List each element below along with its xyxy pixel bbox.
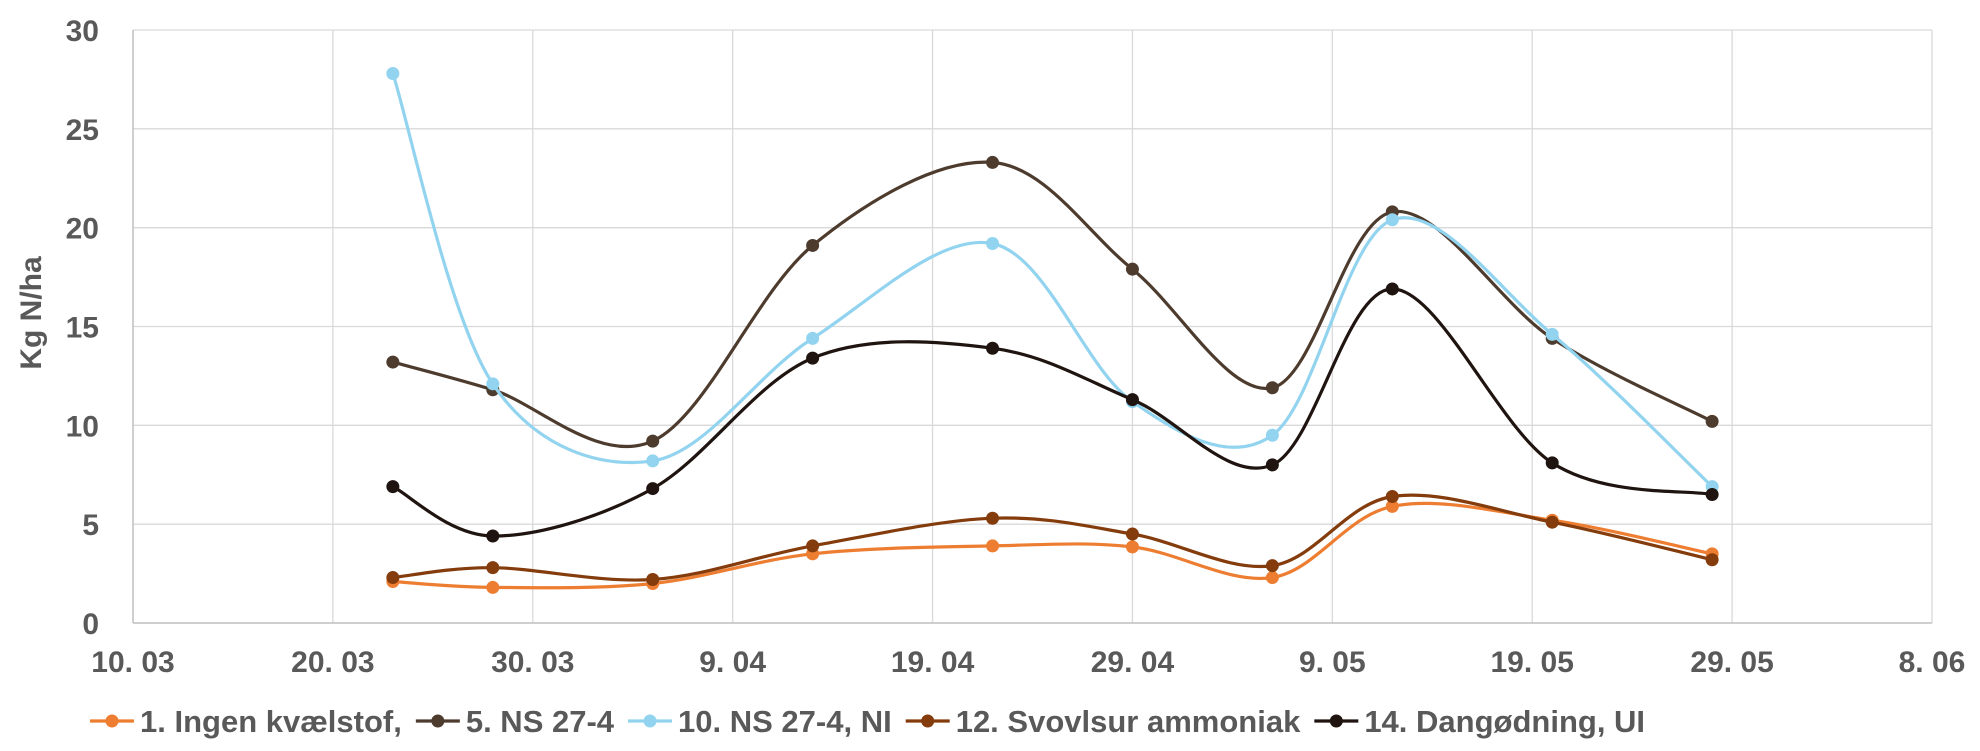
legend-item: 10. NS 27-4, NI: [628, 704, 892, 739]
data-point: [986, 236, 1000, 250]
legend-swatch-marker: [643, 714, 657, 728]
data-point: [486, 561, 500, 575]
data-point: [1265, 381, 1279, 395]
legend-swatch-marker: [1329, 714, 1343, 728]
x-tick-label: 19. 05: [1491, 646, 1574, 679]
legend-item: 1. Ingen kvælstof,: [90, 704, 402, 739]
data-point: [806, 351, 820, 365]
data-point: [1125, 540, 1139, 554]
data-point: [486, 529, 500, 543]
data-point: [1385, 489, 1399, 503]
y-tick-label: 10: [66, 410, 99, 443]
y-tick-label: 5: [82, 509, 99, 542]
x-tick-label: 10. 03: [91, 646, 174, 679]
data-point: [986, 539, 1000, 553]
x-tick-label: 9. 04: [699, 646, 766, 679]
y-tick-label: 25: [66, 114, 99, 147]
legend-label: 14. Dangødning, UI: [1364, 704, 1645, 739]
data-point: [806, 539, 820, 553]
y-tick-label: 30: [66, 15, 99, 48]
x-tick-label: 8. 06: [1899, 646, 1966, 679]
series-4: [386, 489, 1719, 587]
legend-item: 14. Dangødning, UI: [1314, 704, 1645, 739]
data-point: [386, 355, 400, 369]
x-tick-label: 29. 04: [1091, 646, 1175, 679]
x-tick-label: 9. 05: [1299, 646, 1366, 679]
data-point: [1385, 282, 1399, 296]
data-point: [1705, 414, 1719, 428]
data-point: [1265, 559, 1279, 573]
data-point: [806, 238, 820, 252]
legend-label: 5. NS 27-4: [466, 704, 615, 739]
y-axis-label: Kg N/ha: [15, 256, 48, 370]
data-point: [1385, 213, 1399, 227]
legend: 1. Ingen kvælstof, 5. NS 27-4 10. NS 27-4,…: [90, 704, 1645, 739]
legend-label: 1. Ingen kvælstof,: [140, 704, 402, 739]
legend-label: 12. Svovlsur ammoniak: [956, 704, 1301, 739]
grid-lines: [133, 29, 1933, 623]
data-point: [386, 66, 400, 80]
x-tick-label: 20. 03: [291, 646, 374, 679]
data-point: [646, 434, 660, 448]
data-point: [1125, 393, 1139, 407]
series-line: [392, 287, 1713, 538]
y-tick-labels: 0 5 10 15 20 25 30: [66, 15, 99, 641]
series-3: [386, 66, 1719, 494]
series-line: [392, 501, 1713, 590]
series-line: [392, 493, 1713, 582]
data-point: [1545, 515, 1559, 529]
y-tick-label: 15: [66, 312, 99, 345]
data-point: [1265, 428, 1279, 442]
x-tick-label: 29. 05: [1690, 646, 1773, 679]
data-point: [1265, 458, 1279, 472]
data-point: [646, 482, 660, 496]
data-point: [1265, 571, 1279, 585]
series-lines: [386, 66, 1719, 594]
data-point: [486, 377, 500, 391]
data-point: [386, 571, 400, 585]
data-point: [1545, 456, 1559, 470]
data-point: [646, 573, 660, 587]
y-tick-label: 0: [82, 608, 99, 641]
x-tick-label: 19. 04: [891, 646, 975, 679]
x-tick-labels: 10. 03 20. 03 30. 03 9. 04 19. 04 29. 04 9. 05…: [91, 646, 1965, 679]
legend-item: 12. Svovlsur ammoniak: [905, 704, 1301, 739]
legend-label: 10. NS 27-4, NI: [678, 704, 892, 739]
data-point: [646, 454, 660, 468]
legend-item: 5. NS 27-4: [415, 704, 615, 739]
series-5: [386, 282, 1719, 543]
legend-swatch-marker: [921, 714, 935, 728]
series-line: [392, 160, 1713, 449]
x-tick-label: 30. 03: [491, 646, 574, 679]
data-point: [986, 341, 1000, 355]
data-point: [1385, 499, 1399, 513]
data-point: [1125, 262, 1139, 276]
legend-swatch-marker: [105, 714, 119, 728]
y-tick-label: 20: [66, 213, 99, 246]
data-point: [1705, 488, 1719, 502]
data-point: [1545, 327, 1559, 341]
legend-swatch-marker: [431, 714, 445, 728]
axes: [132, 30, 1932, 624]
series-line: [391, 73, 1714, 488]
data-point: [986, 511, 1000, 525]
data-point: [486, 580, 500, 594]
data-point: [1125, 527, 1139, 541]
data-point: [386, 480, 400, 494]
data-point: [986, 155, 1000, 169]
data-point: [1705, 553, 1719, 567]
data-point: [806, 331, 820, 345]
